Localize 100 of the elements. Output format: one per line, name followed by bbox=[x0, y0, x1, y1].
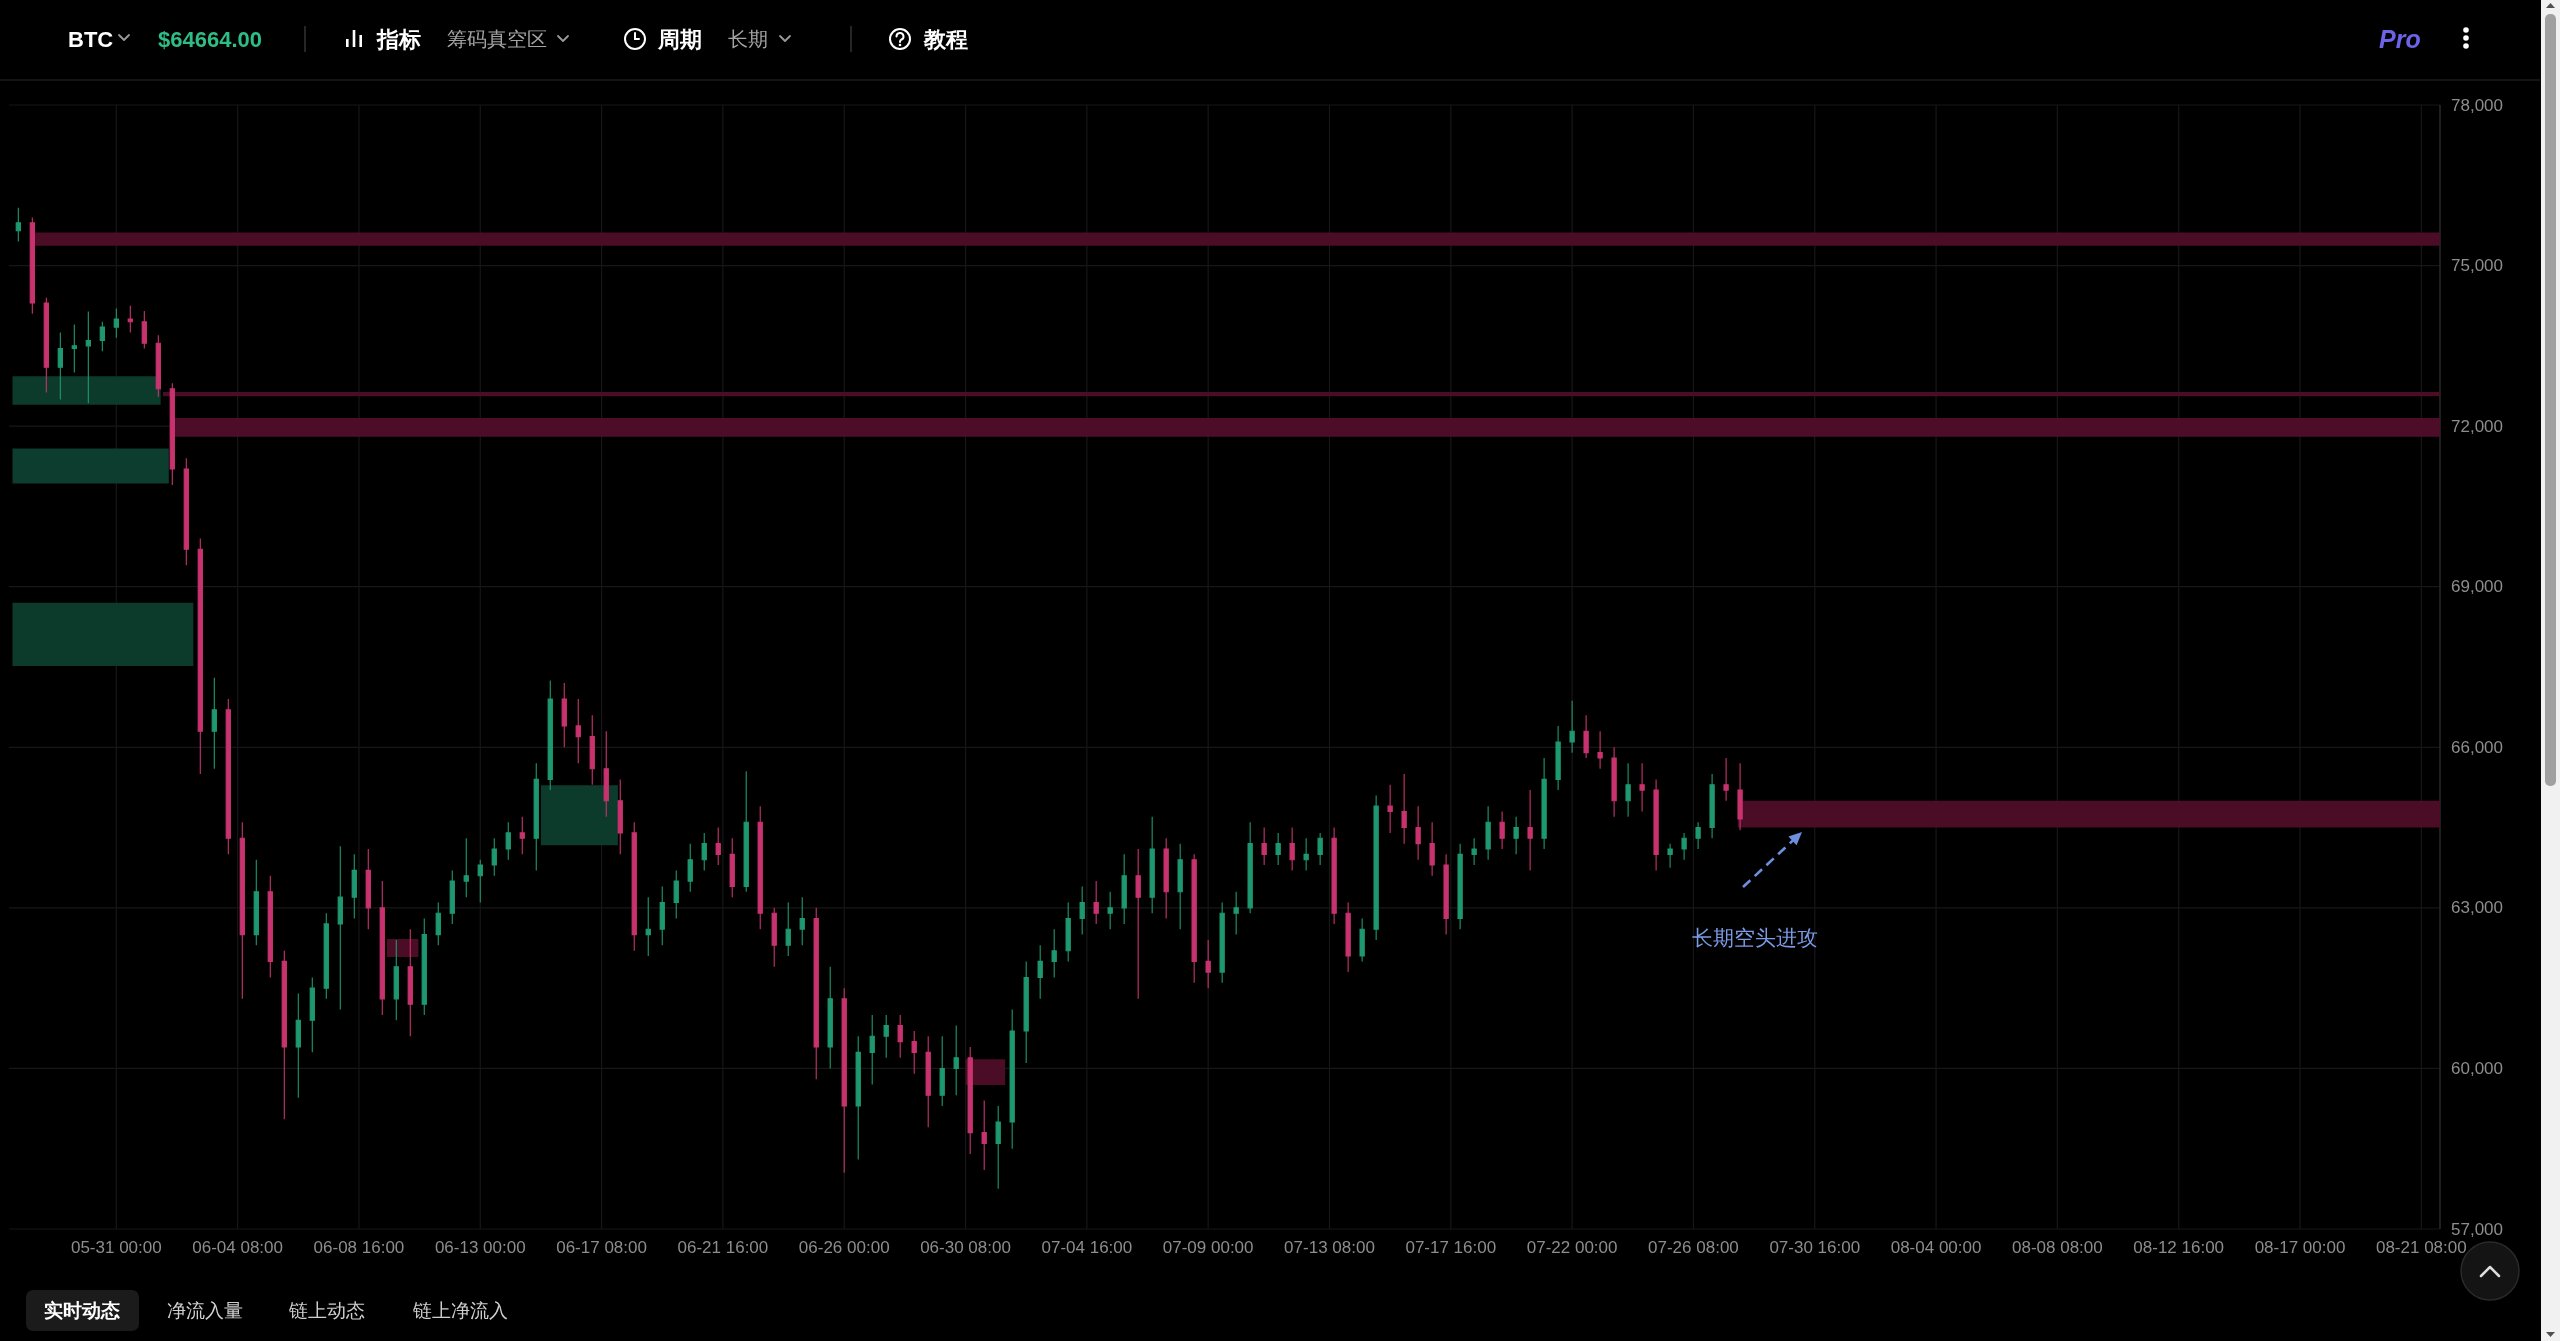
candlestick bbox=[1233, 891, 1239, 936]
candlestick bbox=[575, 698, 581, 764]
candlestick bbox=[1401, 773, 1407, 845]
candlestick bbox=[225, 698, 231, 855]
candlestick bbox=[295, 992, 301, 1099]
candlestick bbox=[1485, 805, 1491, 861]
x-tick-label: 08-17 00:00 bbox=[2254, 1237, 2346, 1257]
candlestick bbox=[855, 1035, 861, 1160]
y-tick-label: 72,000 bbox=[2451, 416, 2503, 436]
candlestick bbox=[1303, 837, 1309, 871]
x-tick-label: 07-30 16:00 bbox=[1769, 1237, 1861, 1257]
candlestick bbox=[995, 1105, 1001, 1190]
x-tick-label: 06-04 08:00 bbox=[192, 1237, 284, 1257]
candlestick bbox=[1275, 832, 1281, 866]
y-tick-label: 60,000 bbox=[2451, 1058, 2503, 1078]
candlestick bbox=[799, 896, 805, 946]
candlestick bbox=[1583, 714, 1589, 759]
candlestick bbox=[379, 880, 385, 1016]
candlestick bbox=[435, 901, 441, 946]
candlestick bbox=[477, 859, 483, 904]
candlestick bbox=[1093, 880, 1099, 925]
x-tick-label: 08-04 00:00 bbox=[1890, 1237, 1982, 1257]
x-tick-label: 08-08 08:00 bbox=[2012, 1237, 2103, 1257]
x-tick-label: 06-13 00:00 bbox=[434, 1237, 526, 1257]
x-tick-label: 07-09 00:00 bbox=[1162, 1237, 1254, 1257]
candlestick bbox=[1709, 773, 1715, 839]
candlestick bbox=[1219, 901, 1225, 984]
candlestick bbox=[1317, 832, 1323, 866]
candlestick bbox=[1261, 827, 1267, 866]
candlestick bbox=[197, 537, 203, 775]
candlestick bbox=[673, 869, 679, 920]
text: 筹码真空区 bbox=[447, 28, 547, 50]
candlestick bbox=[1611, 746, 1617, 818]
candlestick bbox=[883, 1014, 889, 1059]
y-tick-label: 66,000 bbox=[2451, 737, 2503, 757]
candlestick bbox=[1513, 816, 1519, 855]
x-tick-label: 07-13 08:00 bbox=[1284, 1237, 1375, 1257]
candlestick bbox=[659, 885, 665, 946]
candlestick bbox=[491, 837, 497, 877]
candlestick bbox=[393, 939, 399, 1021]
candlestick bbox=[547, 679, 553, 791]
candlestick bbox=[645, 896, 651, 957]
candlestick bbox=[463, 837, 469, 898]
candlestick bbox=[757, 805, 763, 930]
candlestick bbox=[1135, 848, 1141, 1000]
candlestick bbox=[603, 730, 609, 818]
candlestick bbox=[1177, 843, 1183, 930]
candlestick bbox=[869, 1014, 875, 1086]
text: 长期 bbox=[728, 28, 768, 50]
x-tick-label: 05-31 00:00 bbox=[70, 1237, 162, 1257]
candlestick bbox=[911, 1030, 917, 1075]
candlestick bbox=[925, 1035, 931, 1128]
candlestick bbox=[43, 297, 49, 393]
candlestick bbox=[1527, 789, 1533, 871]
text: 教程 bbox=[923, 26, 968, 52]
y-tick-label: 63,000 bbox=[2451, 898, 2503, 918]
candlestick bbox=[1037, 944, 1043, 1000]
candlestick bbox=[85, 311, 91, 404]
candlestick bbox=[449, 869, 455, 925]
candlestick bbox=[561, 682, 567, 748]
x-tick-label: 06-26 00:00 bbox=[798, 1237, 890, 1257]
x-tick-label: 07-22 00:00 bbox=[1526, 1237, 1618, 1257]
candlestick bbox=[29, 216, 35, 315]
chart-title: BTC bbox=[68, 26, 114, 52]
candlestick bbox=[1639, 762, 1645, 813]
candlestick bbox=[1373, 794, 1379, 941]
candlestick bbox=[1051, 928, 1057, 978]
candlestick bbox=[785, 901, 791, 957]
x-tick-label: 08-21 08:00 bbox=[2375, 1237, 2467, 1257]
candlestick bbox=[155, 334, 161, 398]
candlestick bbox=[337, 845, 343, 1011]
candlestick bbox=[771, 907, 777, 968]
candlestick bbox=[505, 821, 511, 861]
candlestick bbox=[1555, 725, 1561, 791]
candlestick bbox=[1191, 853, 1197, 984]
candlestick bbox=[71, 323, 77, 374]
candlestick bbox=[533, 762, 539, 871]
candlestick bbox=[827, 966, 833, 1069]
text: 净流入量 bbox=[167, 1299, 243, 1321]
candlestick bbox=[239, 821, 245, 1000]
candlestick bbox=[1359, 918, 1365, 962]
candlestick bbox=[1457, 843, 1463, 930]
candlestick bbox=[841, 987, 847, 1174]
candlestick bbox=[141, 310, 147, 350]
candlestick bbox=[1695, 821, 1701, 850]
candlestick bbox=[1247, 821, 1253, 914]
candlestick bbox=[1289, 827, 1295, 871]
candlestick bbox=[715, 827, 721, 866]
candlestick bbox=[407, 928, 413, 1037]
candlestick bbox=[57, 331, 63, 400]
y-tick-label: 75,000 bbox=[2451, 256, 2503, 276]
candlestick bbox=[15, 207, 21, 243]
candlestick bbox=[253, 859, 259, 946]
candlestick bbox=[1723, 757, 1729, 802]
candlestick bbox=[519, 816, 525, 855]
y-tick-label: 69,000 bbox=[2451, 577, 2503, 597]
candlestick bbox=[813, 907, 819, 1080]
x-tick-label: 06-17 08:00 bbox=[556, 1237, 647, 1257]
candlestick bbox=[1163, 837, 1169, 920]
candlestick bbox=[281, 950, 287, 1120]
